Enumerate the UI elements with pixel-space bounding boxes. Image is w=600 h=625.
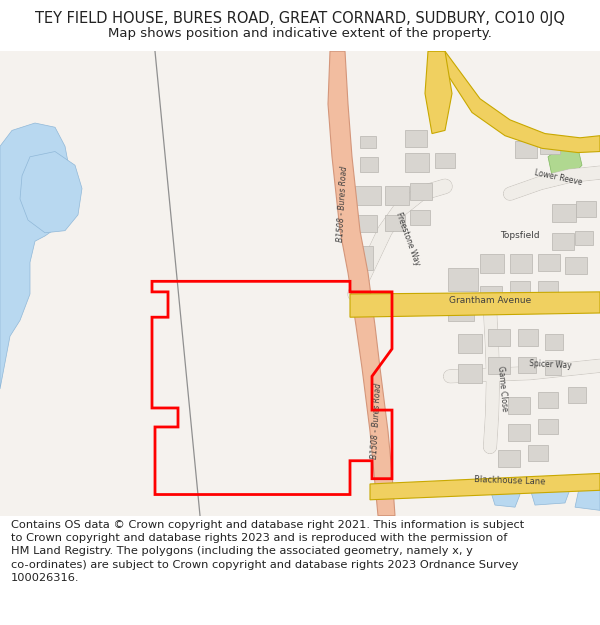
Bar [568, 387, 586, 402]
Polygon shape [20, 151, 82, 232]
Polygon shape [0, 123, 70, 389]
Text: Grantham Avenue: Grantham Avenue [449, 296, 531, 305]
Bar [538, 392, 558, 408]
Bar [538, 254, 560, 271]
Bar [405, 152, 429, 172]
Bar [538, 281, 558, 296]
Bar [510, 254, 532, 273]
Bar [448, 304, 474, 321]
Polygon shape [548, 146, 582, 178]
Bar [538, 419, 558, 434]
Polygon shape [575, 482, 600, 511]
Bar [385, 215, 405, 231]
Bar [528, 445, 548, 461]
Text: Contains OS data © Crown copyright and database right 2021. This information is : Contains OS data © Crown copyright and d… [11, 520, 524, 582]
Bar [545, 361, 561, 375]
Text: B1508 - Bures Road: B1508 - Bures Road [370, 382, 382, 459]
Text: TEY FIELD HOUSE, BURES ROAD, GREAT CORNARD, SUDBURY, CO10 0JQ: TEY FIELD HOUSE, BURES ROAD, GREAT CORNA… [35, 11, 565, 26]
Polygon shape [430, 51, 600, 152]
Bar [540, 138, 560, 154]
Bar [405, 131, 427, 148]
Bar [355, 186, 381, 206]
Bar [518, 357, 536, 373]
Bar [488, 329, 510, 346]
Polygon shape [490, 484, 520, 507]
Text: Spicer Way: Spicer Way [529, 359, 571, 370]
Bar [410, 183, 432, 200]
Bar [355, 215, 377, 232]
Text: B1508 - Bures Road: B1508 - Bures Road [335, 166, 349, 242]
Bar [458, 364, 482, 382]
Bar [448, 268, 478, 291]
Bar [410, 209, 430, 226]
Bar [508, 424, 530, 441]
Bar [575, 231, 593, 246]
Polygon shape [328, 51, 395, 516]
Text: Topsfield: Topsfield [500, 231, 540, 241]
Bar [545, 334, 563, 350]
Bar [518, 329, 538, 346]
Bar [480, 254, 504, 273]
Bar [360, 157, 378, 172]
Bar [576, 201, 596, 217]
Bar [498, 450, 520, 467]
Polygon shape [528, 479, 570, 505]
Text: Map shows position and indicative extent of the property.: Map shows position and indicative extent… [108, 27, 492, 40]
Text: Blackhouse Lane: Blackhouse Lane [474, 475, 546, 486]
Bar [565, 257, 587, 274]
Bar [458, 334, 482, 353]
Bar [515, 141, 537, 158]
Bar [355, 246, 373, 270]
Bar [480, 286, 502, 302]
Bar [508, 398, 530, 414]
Text: Lower Reeve: Lower Reeve [533, 169, 583, 187]
Bar [435, 152, 455, 168]
Bar [360, 136, 376, 148]
Bar [552, 232, 574, 249]
Bar [510, 281, 530, 297]
Bar [488, 357, 510, 374]
Text: Freestone Way: Freestone Way [394, 211, 422, 267]
Polygon shape [425, 51, 452, 134]
Polygon shape [370, 473, 600, 500]
Bar [385, 186, 409, 206]
Polygon shape [350, 292, 600, 318]
Text: Game Close: Game Close [496, 366, 508, 412]
Bar [552, 204, 576, 222]
